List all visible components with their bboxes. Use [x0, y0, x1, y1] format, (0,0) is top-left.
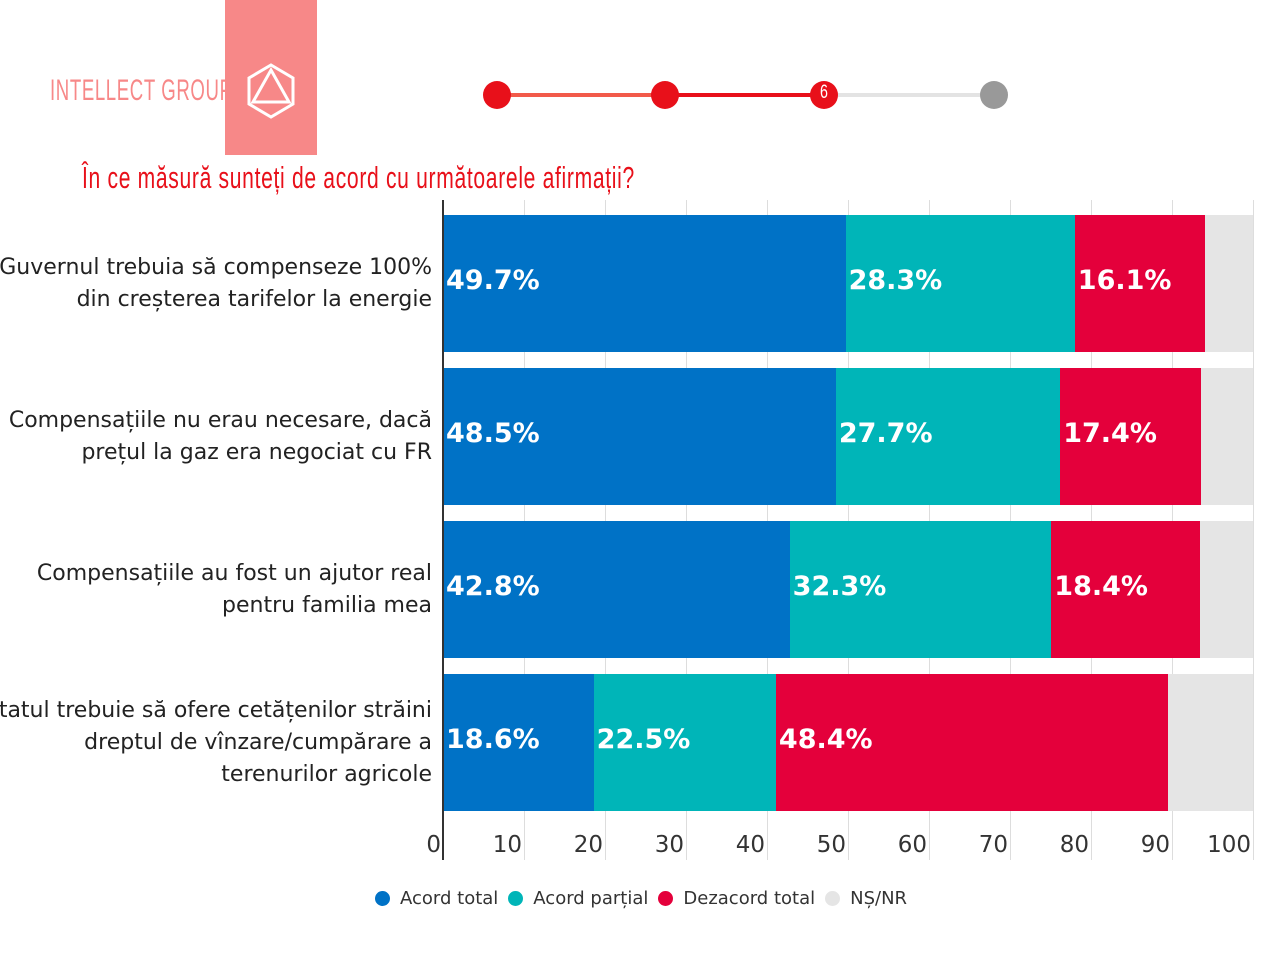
gridline	[1253, 200, 1254, 860]
brand-name: INTELLECT GROUP	[50, 74, 233, 107]
x-tick-label: 60	[897, 832, 927, 858]
legend: Acord total Acord parțial Dezacord total NȘ…	[375, 888, 907, 909]
bar-segment	[443, 521, 790, 658]
data-label: 49.7%	[446, 264, 540, 296]
step-dot[interactable]	[980, 81, 1008, 109]
x-tick-label: 30	[654, 832, 684, 858]
bar-segment	[1051, 521, 1201, 658]
logo-box	[225, 0, 317, 155]
chart-title: În ce măsură sunteți de acord cu următoa…	[82, 160, 635, 195]
legend-item: Dezacord total	[658, 888, 815, 909]
bar-segment	[775, 674, 1168, 811]
category-label: Compensațiile au fost un ajutor real pent…	[37, 558, 432, 622]
category-label: Guvernul trebuia să compenseze 100% din c…	[0, 252, 432, 316]
logo-icon	[247, 63, 295, 119]
legend-item: Acord parțial	[508, 888, 648, 909]
category-label-line: pentru familia mea	[222, 592, 432, 618]
x-tick-label: 100	[1207, 832, 1251, 858]
category-label-line: dreptul de vînzare/cumpărare a	[84, 729, 432, 755]
legend-label: Acord total	[400, 888, 499, 909]
step-dot-current[interactable]	[810, 81, 838, 109]
data-label: 22.5%	[596, 723, 691, 755]
progress-stepper	[483, 81, 1008, 109]
x-tick-label: 80	[1059, 832, 1089, 858]
category-label-line: Compensațiile au fost un ajutor real	[36, 560, 432, 586]
category-label-line: Statul trebuie să ofere cetățenilor stră…	[0, 697, 432, 723]
category-label-line: Guvernul trebuia să compenseze 100%	[0, 254, 432, 280]
data-label: 32.3%	[792, 570, 887, 602]
bar-segment	[443, 368, 836, 505]
category-label: Compensațiile nu erau necesare, dacă preț…	[9, 405, 432, 469]
bar-segment	[443, 215, 846, 352]
bar-segment	[1074, 215, 1206, 352]
legend-label: Acord parțial	[533, 888, 649, 909]
data-label: 17.4%	[1063, 417, 1157, 449]
category-label-line: din creșterea tarifelor la energie	[76, 286, 432, 312]
bar-segment	[789, 521, 1052, 658]
x-tick-label: 10	[492, 832, 522, 858]
bar-segment	[1201, 368, 1253, 505]
bar-segment	[443, 674, 594, 811]
bar-segment	[593, 674, 776, 811]
legend-label: Dezacord total	[683, 888, 816, 909]
step-number: 6	[820, 82, 828, 103]
data-label: 18.4%	[1054, 570, 1148, 602]
category-label: Statul trebuie să ofere cetățenilor stră…	[0, 695, 432, 791]
x-tick-label: 20	[573, 832, 603, 858]
category-label-line: prețul la gaz era negociat cu FR	[81, 439, 432, 465]
legend-dot-icon	[375, 891, 390, 906]
x-tick-label: 40	[735, 832, 765, 858]
legend-dot-icon	[508, 891, 524, 906]
x-tick-label: 90	[1140, 832, 1170, 858]
data-label: 48.4%	[778, 723, 873, 755]
x-tick-label: 0	[426, 832, 441, 858]
data-label: 18.6%	[446, 723, 540, 755]
legend-dot-icon	[658, 891, 674, 906]
data-label: 16.1%	[1077, 264, 1172, 296]
data-label: 42.8%	[446, 570, 540, 602]
data-label: 28.3%	[848, 264, 943, 296]
bar-segment	[1060, 368, 1202, 505]
category-label-line: terenurilor agricole	[221, 761, 432, 787]
legend-dot-icon	[825, 891, 841, 906]
step-dot[interactable]	[483, 81, 511, 109]
bar-segment	[1205, 215, 1253, 352]
category-label-line: Compensațiile nu erau necesare, dacă	[8, 407, 432, 433]
data-label: 48.5%	[446, 417, 540, 449]
data-label: 27.7%	[838, 417, 933, 449]
x-tick-label: 50	[816, 832, 846, 858]
legend-item: NȘ/NR	[825, 888, 907, 909]
bar-segment	[845, 215, 1075, 352]
bar-segment	[835, 368, 1061, 505]
y-axis-line	[442, 200, 444, 860]
legend-label: NȘ/NR	[850, 888, 908, 909]
x-tick-label: 70	[978, 832, 1008, 858]
bar-segment	[1200, 521, 1253, 658]
bar-segment	[1167, 674, 1253, 811]
legend-item: Acord total	[375, 888, 498, 909]
step-dot[interactable]	[651, 81, 679, 109]
